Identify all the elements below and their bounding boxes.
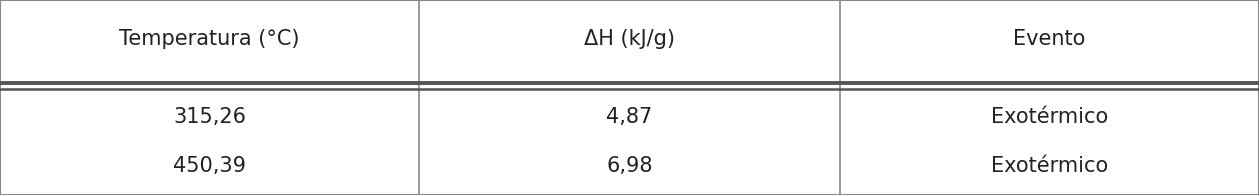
Text: 315,26: 315,26: [174, 107, 246, 127]
Text: 4,87: 4,87: [607, 107, 652, 127]
Text: 6,98: 6,98: [607, 156, 652, 176]
Text: Exotérmico: Exotérmico: [991, 107, 1108, 127]
Text: ΔH (kJ/g): ΔH (kJ/g): [584, 29, 675, 50]
Text: Evento: Evento: [1013, 29, 1085, 50]
Text: Exotérmico: Exotérmico: [991, 156, 1108, 176]
Text: Temperatura (°C): Temperatura (°C): [120, 29, 300, 50]
Text: 450,39: 450,39: [174, 156, 246, 176]
